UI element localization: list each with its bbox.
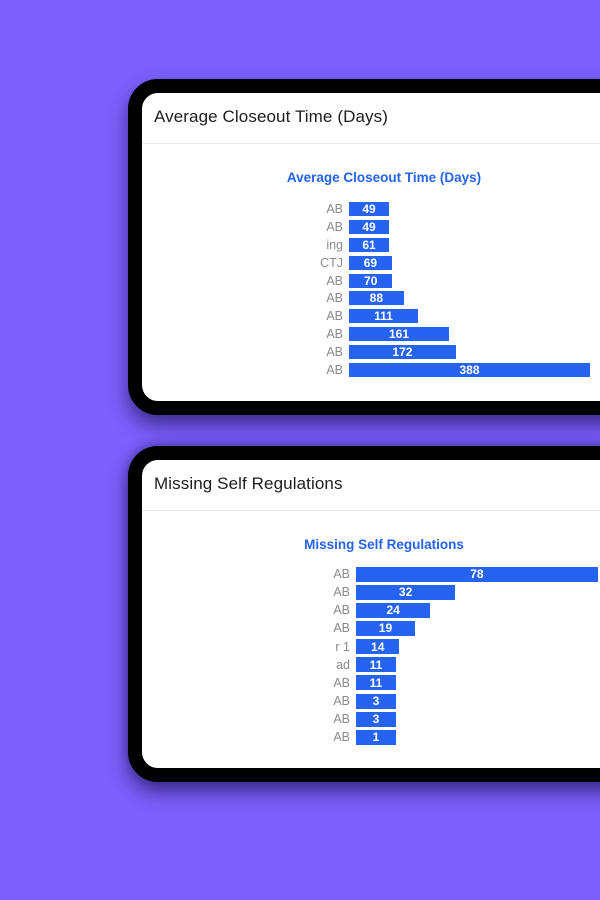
card-header-missing-self-regulations: Missing Self Regulations <box>154 474 343 493</box>
bar-row: AB 3 <box>294 692 598 710</box>
bar-value-label: 3 <box>372 694 380 709</box>
card-missing-self-regulations: Missing Self Regulations Missing Self Re… <box>128 446 600 782</box>
bar-row: AB 11 <box>294 674 598 692</box>
category-label: AB <box>326 291 343 306</box>
bar-row: ing 61 <box>287 236 590 254</box>
bar-value-label: 70 <box>364 273 378 288</box>
bar-value-label: 61 <box>362 237 376 252</box>
card-header-divider <box>142 143 600 144</box>
category-label: AB <box>326 201 343 216</box>
bar-row: AB 70 <box>287 272 590 290</box>
card-header-average-closeout-time: Average Closeout Time (Days) <box>154 107 388 126</box>
category-label: ing <box>326 237 343 252</box>
bar-value-label: 14 <box>371 639 385 654</box>
bar: 3 <box>356 711 396 727</box>
bar-row: AB 161 <box>287 325 590 343</box>
bar-row: ad 11 <box>294 656 598 674</box>
bar-row: AB 88 <box>287 289 590 307</box>
bar-row: AB 19 <box>294 619 598 637</box>
category-label: AB <box>333 603 350 618</box>
category-label: AB <box>333 621 350 636</box>
category-label: AB <box>326 219 343 234</box>
bar-row: AB 49 <box>287 200 590 218</box>
bar: 19 <box>356 620 415 636</box>
bar-row: AB 111 <box>287 307 590 325</box>
category-label: AB <box>333 712 350 727</box>
bar-value-label: 172 <box>392 345 413 360</box>
category-label: AB <box>326 362 343 377</box>
category-label: AB <box>333 567 350 582</box>
bar: 49 <box>349 219 389 234</box>
category-label: AB <box>333 694 350 709</box>
category-label: AB <box>333 585 350 600</box>
bar-value-label: 69 <box>363 255 378 270</box>
bar: 32 <box>356 584 456 600</box>
category-label: AB <box>326 327 343 342</box>
category-label: r 1 <box>335 639 350 654</box>
bar-row: AB 78 <box>294 565 598 583</box>
bar-value-label: 19 <box>378 621 393 636</box>
bar-value-label: 3 <box>372 712 380 727</box>
category-label: AB <box>326 273 343 288</box>
category-label: AB <box>326 345 343 360</box>
bar: 14 <box>356 639 400 655</box>
bar-value-label: 11 <box>369 675 383 690</box>
bar-value-label: 111 <box>374 309 393 324</box>
bar-row: CTJ 69 <box>287 254 590 272</box>
bar-row: AB 32 <box>294 583 598 601</box>
bar-chart-average-closeout-time: AB 49 AB 49 ing 61 CTJ 69 AB 70 AB 88 AB 111 AB 161 AB 17… <box>287 200 590 379</box>
category-label: AB <box>326 309 343 324</box>
bar-row: AB 1 <box>294 728 598 746</box>
bar-row: AB 24 <box>294 601 598 619</box>
bar-row: AB 172 <box>287 343 590 361</box>
bar: 69 <box>349 255 392 270</box>
bar: 24 <box>356 602 431 618</box>
bar-value-label: 32 <box>398 585 413 600</box>
bar: 11 <box>356 675 396 691</box>
bar-chart-missing-self-regulations: AB 78 AB 32 AB 24 AB 19 r 1 14 ad 11 AB 11 AB 3 AB 3 AB 1 <box>294 565 598 746</box>
bar: 88 <box>349 291 404 306</box>
category-label: ad <box>336 657 350 672</box>
bar: 388 <box>349 362 590 377</box>
bar-value-label: 24 <box>386 603 400 618</box>
bar: 78 <box>356 566 598 582</box>
bar: 3 <box>356 693 396 709</box>
category-label: AB <box>333 675 350 690</box>
bar: 111 <box>349 309 418 324</box>
bar-value-label: 49 <box>362 201 376 216</box>
bar-row: AB 3 <box>294 710 598 728</box>
bar: 172 <box>349 345 456 360</box>
bar-value-label: 11 <box>369 657 383 672</box>
bar-value-label: 78 <box>470 567 484 582</box>
bar-value-label: 49 <box>362 219 376 234</box>
bar-value-label: 161 <box>388 327 409 342</box>
card-average-closeout-time: Average Closeout Time (Days) Average Clo… <box>128 79 600 415</box>
bar-value-label: 88 <box>369 291 383 306</box>
bar: 161 <box>349 327 449 342</box>
bar: 61 <box>349 237 389 252</box>
chart-title-missing-self-regulations: Missing Self Regulations <box>304 537 464 552</box>
bar-value-label: 388 <box>459 362 480 377</box>
bar-row: AB 49 <box>287 218 590 236</box>
bar-row: r 1 14 <box>294 638 598 656</box>
category-label: CTJ <box>320 255 343 270</box>
card-header-divider <box>142 510 600 511</box>
chart-title-average-closeout-time: Average Closeout Time (Days) <box>286 170 482 185</box>
bar: 1 <box>356 729 396 745</box>
bar-value-label: 1 <box>372 730 380 745</box>
bar: 70 <box>349 273 393 288</box>
bar: 49 <box>349 201 389 216</box>
bar: 11 <box>356 657 396 673</box>
category-label: AB <box>333 730 350 745</box>
bar-row: AB 388 <box>287 361 590 379</box>
